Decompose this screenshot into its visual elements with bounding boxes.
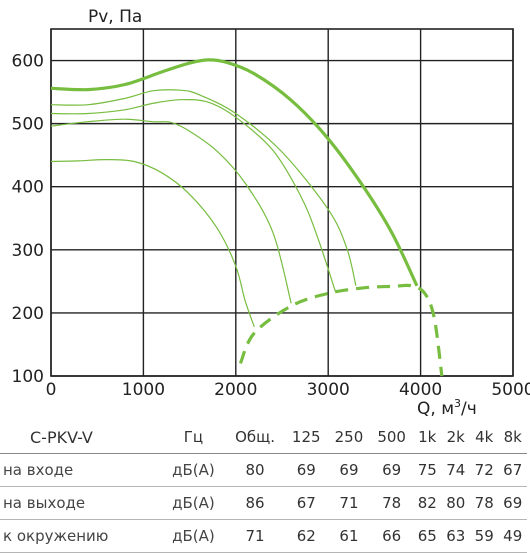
- curve-speed-1: [50, 89, 357, 286]
- table-cell: 69: [498, 486, 527, 520]
- x-tick-label: 2000: [214, 380, 257, 400]
- x-axis-label-prefix: Q, м: [417, 399, 454, 419]
- table-row: к окружению дБ(А) 71 62 61 66 65 63 59 4…: [0, 519, 527, 553]
- table-cell: 78: [370, 486, 414, 520]
- table-cell: 82: [413, 486, 442, 520]
- y-tick-label: 200: [12, 304, 44, 324]
- y-axis-label: Pv, Па: [88, 7, 142, 27]
- column-header: 2k: [441, 421, 470, 454]
- table-cell: 67: [498, 453, 527, 487]
- row-unit: дБ(А): [161, 519, 226, 553]
- column-header: 4k: [469, 421, 499, 454]
- table-cell: 63: [441, 519, 470, 553]
- curve-speed-3: [50, 118, 292, 304]
- pressure-flow-chart: 0 1000 2000 3000 4000 5000100200300400500600 …: [12, 7, 530, 419]
- column-header: Общ.: [225, 421, 285, 454]
- table-cell: 69: [284, 453, 328, 487]
- curve-speed-4: [50, 158, 255, 328]
- table-cell: 49: [498, 519, 527, 553]
- column-header: 250: [327, 421, 371, 454]
- table-row: на выходе дБ(А) 86 67 71 78 82 80 78 69: [0, 486, 527, 520]
- row-unit: дБ(А): [161, 486, 226, 520]
- column-header: 1k: [413, 421, 442, 454]
- x-tick-label: 3000: [307, 380, 350, 400]
- model-name: C-PKV-V: [0, 421, 162, 454]
- table-cell: 61: [327, 519, 371, 553]
- row-label: к окружению: [0, 519, 162, 553]
- row-label: на входе: [0, 453, 162, 487]
- chart-grid: [50, 28, 514, 377]
- unit-header: Гц: [161, 421, 226, 454]
- x-axis-label-sup: 3: [454, 397, 461, 410]
- column-header: 500: [370, 421, 414, 454]
- noise-table-header: C-PKV-V Гц Общ. 125 250 500 1k 2k 4k 8k: [0, 421, 527, 454]
- table-cell: 69: [370, 453, 414, 487]
- x-tick-label: 5000: [491, 380, 530, 400]
- chart-ticks: 0 1000 2000 3000 4000 5000 100 200 300 400 500 600: [12, 52, 530, 400]
- noise-table: C-PKV-V Гц Общ. 125 250 500 1k 2k 4k 8k …: [0, 421, 527, 553]
- y-tick-label: 400: [12, 178, 44, 198]
- table-cell: 72: [469, 453, 499, 487]
- table-cell: 75: [413, 453, 442, 487]
- row-label: на выходе: [0, 486, 162, 520]
- column-header: 8k: [498, 421, 527, 454]
- curve-speed-2: [50, 98, 337, 293]
- table-cell: 67: [284, 486, 328, 520]
- curve-limit-dashed: [238, 283, 444, 377]
- table-cell: 66: [370, 519, 414, 553]
- x-tick-label: 0: [46, 380, 57, 400]
- table-cell: 59: [469, 519, 499, 553]
- y-tick-label: 300: [12, 241, 44, 261]
- chart-curves: [50, 58, 444, 377]
- table-row: на входе дБ(А) 80 69 69 69 75 74 72 67: [0, 453, 527, 487]
- table-cell: 65: [413, 519, 442, 553]
- table-cell: 78: [469, 486, 499, 520]
- plot-frame: [50, 28, 514, 377]
- x-axis-label-suffix: /ч: [461, 399, 477, 419]
- table-cell: 74: [441, 453, 470, 487]
- x-tick-label: 4000: [399, 380, 442, 400]
- table-cell: 86: [225, 486, 285, 520]
- x-axis-label: Q, м3/ч: [417, 397, 477, 419]
- y-tick-label: 100: [12, 367, 44, 387]
- table-cell: 71: [225, 519, 285, 553]
- table-cell: 71: [327, 486, 371, 520]
- row-unit: дБ(А): [161, 453, 226, 487]
- x-tick-label: 1000: [122, 380, 165, 400]
- table-cell: 69: [327, 453, 371, 487]
- column-header: 125: [284, 421, 328, 454]
- table-cell: 80: [441, 486, 470, 520]
- table-cell: 80: [225, 453, 285, 487]
- curve-max-speed: [50, 58, 419, 287]
- table-cell: 62: [284, 519, 328, 553]
- y-tick-label: 600: [12, 52, 44, 72]
- y-tick-label: 500: [12, 115, 44, 135]
